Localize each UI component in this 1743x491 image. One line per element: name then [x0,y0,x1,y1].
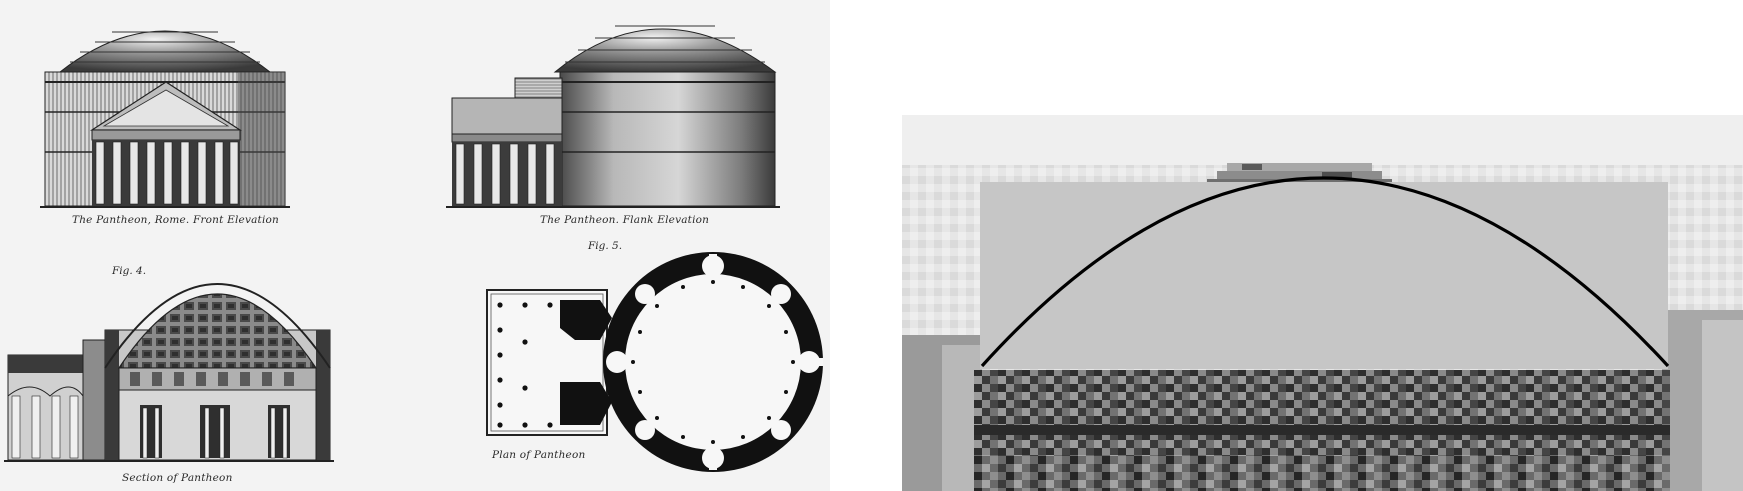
zoomed-dome-crop [902,0,1743,491]
flank-elevation-drawing [446,25,780,208]
caption-flank-elevation: The Pantheon. Flank Elevation [540,214,710,226]
caption-front-elevation: The Pantheon, Rome. Front Elevation [72,214,279,226]
fig-label-5: Fig. 5. [588,240,623,252]
engraving-panel: The Pantheon, Rome. Front Elevation The … [0,0,830,491]
fitted-arch-curve [980,176,1670,368]
zoomed-dome-image [902,115,1743,491]
front-elevation-drawing [40,30,290,208]
plan-drawing [486,252,823,472]
section-drawing [4,283,334,462]
dome-cap [1207,163,1392,184]
fig-label-4: Fig. 4. [112,265,147,277]
caption-plan: Plan of Pantheon [492,449,586,461]
caption-section: Section of Pantheon [122,472,233,484]
overlay-region [980,182,1668,369]
engraving-drawings [4,25,823,472]
